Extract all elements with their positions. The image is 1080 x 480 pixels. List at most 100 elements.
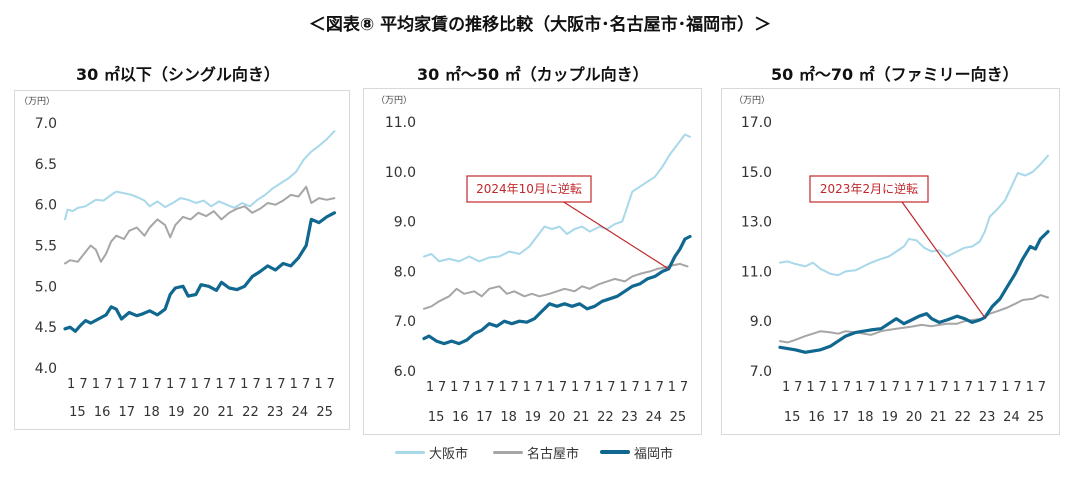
chart-panel-single: （万円） 4.0 4.5 5.0 5.5 6.0 6.5 7.0 1 7 1 7 1 7 1 7 1 7 1 7 1 7 1…	[14, 90, 350, 430]
x-month-label: 7	[178, 377, 186, 392]
x-month-label: 7	[104, 377, 112, 392]
x-month-label: 7	[656, 380, 664, 395]
x-year-label: 16	[808, 410, 825, 425]
x-month-label: 7	[794, 380, 802, 395]
x-month-label: 7	[680, 380, 688, 395]
x-month-label: 1	[166, 377, 174, 392]
legend-item-osaka: 大阪市	[395, 438, 468, 466]
x-year-label: 22	[954, 410, 971, 425]
legend-item-nagoya: 名古屋市	[493, 438, 579, 466]
x-month-label: 1	[952, 380, 960, 395]
x-year-label: 23	[267, 405, 284, 420]
x-year-label: 19	[525, 410, 542, 425]
y-unit-label: （万円）	[734, 95, 770, 106]
x-year-label: 21	[217, 405, 234, 420]
x-year-label: 15	[784, 410, 801, 425]
x-month-label: 1	[782, 380, 790, 395]
x-month-label: 1	[314, 377, 322, 392]
x-month-label: 1	[928, 380, 936, 395]
y-tick-label: 5.5	[35, 239, 57, 255]
x-year-label: 24	[645, 410, 662, 425]
series-line	[422, 234, 692, 346]
annotation-box	[466, 175, 592, 203]
x-year-label: 21	[573, 410, 590, 425]
chart-panel-family: （万円） 7.0 9.0 11.0 13.0 15.0 17.0 1 7 1 7 1 7 1 7 1 7 1 7 1 7…	[721, 88, 1060, 435]
x-month-label: 1	[450, 380, 458, 395]
annotation-text: 2023年2月に逆転	[820, 181, 918, 196]
y-tick-label: 9.0	[750, 314, 772, 330]
x-month-label: 7	[302, 377, 310, 392]
x-month-label: 7	[867, 380, 875, 395]
x-month-label: 1	[904, 380, 912, 395]
legend-label-fukuoka: 福岡市	[634, 446, 674, 462]
x-month-label: 7	[511, 380, 519, 395]
x-month-label: 1	[1026, 380, 1034, 395]
y-tick-label: 6.0	[394, 364, 416, 380]
x-year-label: 23	[979, 410, 996, 425]
x-month-label: 7	[631, 380, 639, 395]
x-month-label: 7	[965, 380, 973, 395]
series-line	[779, 154, 1049, 277]
annotation-leader	[901, 201, 986, 318]
legend-label-osaka: 大阪市	[429, 446, 469, 462]
chart-couple: （万円）6.07.08.09.010.011.01 7 1 7 1 7 1 7 1 7 1 7 1 7 1 7…	[376, 95, 692, 425]
y-tick-label: 6.5	[35, 157, 57, 173]
y-tick-label: 9.0	[394, 215, 416, 231]
annotation-text: 2024年10月に逆転	[476, 181, 582, 196]
x-year-label: 21	[930, 410, 947, 425]
x-month-label: 7	[892, 380, 900, 395]
x-month-label: 7	[607, 380, 615, 395]
panel-title-couple: 30 ㎡～50 ㎡（カップル向き）	[417, 65, 649, 84]
x-month-label: 7	[486, 380, 494, 395]
x-month-label: 7	[559, 380, 567, 395]
y-tick-label: 11.0	[385, 115, 416, 131]
series-line	[423, 133, 691, 263]
x-month-label: 1	[619, 380, 627, 395]
x-month-label: 1	[831, 380, 839, 395]
legend-item-fukuoka: 福岡市	[600, 438, 673, 466]
x-year-label: 16	[94, 405, 111, 420]
series-line	[64, 185, 336, 265]
series-line	[63, 211, 336, 333]
panel-title-family: 50 ㎡～70 ㎡（ファミリー向き）	[771, 65, 1019, 84]
x-month-label: 7	[843, 380, 851, 395]
y-tick-label: 15.0	[741, 165, 772, 181]
x-month-label: 7	[1013, 380, 1021, 395]
main-title: ＜図表⑧ 平均家賃の推移比較（大阪市･名古屋市･福岡市）＞	[308, 15, 772, 35]
x-month-label: 7	[1038, 380, 1046, 395]
y-tick-label: 4.0	[35, 361, 57, 377]
y-tick-label: 13.0	[741, 215, 772, 231]
x-month-label: 1	[141, 377, 149, 392]
x-month-label: 7	[252, 377, 260, 392]
x-month-label: 1	[116, 377, 124, 392]
x-month-label: 1	[215, 377, 223, 392]
chart-family: （万円）7.09.011.013.015.017.01 7 1 7 1 7 1 7 1 7 1 7 1 7…	[734, 95, 1050, 425]
x-year-label: 20	[906, 410, 923, 425]
x-year-label: 17	[833, 410, 850, 425]
chart-single: （万円）4.04.55.05.56.06.57.01 7 1 7 1 7 1 7 1 7 1 7 1 7 1…	[19, 96, 336, 420]
x-month-label: 1	[191, 377, 199, 392]
x-month-label: 7	[203, 377, 211, 392]
x-month-label: 7	[940, 380, 948, 395]
x-month-label: 7	[535, 380, 543, 395]
series-line	[423, 262, 689, 310]
x-month-label: 1	[855, 380, 863, 395]
x-year-label: 19	[881, 410, 898, 425]
x-month-label: 1	[595, 380, 603, 395]
panel-title-single: 30 ㎡以下（シングル向き）	[76, 65, 280, 84]
x-month-label: 1	[547, 380, 555, 395]
x-year-label: 15	[428, 410, 445, 425]
y-tick-label: 8.0	[394, 264, 416, 280]
x-year-label: 17	[476, 410, 493, 425]
y-tick-label: 11.0	[741, 264, 772, 280]
x-year-label: 25	[1028, 410, 1045, 425]
x-month-label: 7	[438, 380, 446, 395]
x-month-label: 1	[523, 380, 531, 395]
legend-swatch-fukuoka	[600, 450, 630, 454]
y-tick-label: 7.0	[750, 364, 772, 380]
x-year-label: 16	[452, 410, 469, 425]
x-year-label: 17	[119, 405, 136, 420]
legend-swatch-nagoya	[493, 450, 523, 454]
x-year-label: 25	[670, 410, 687, 425]
x-year-label: 20	[549, 410, 566, 425]
